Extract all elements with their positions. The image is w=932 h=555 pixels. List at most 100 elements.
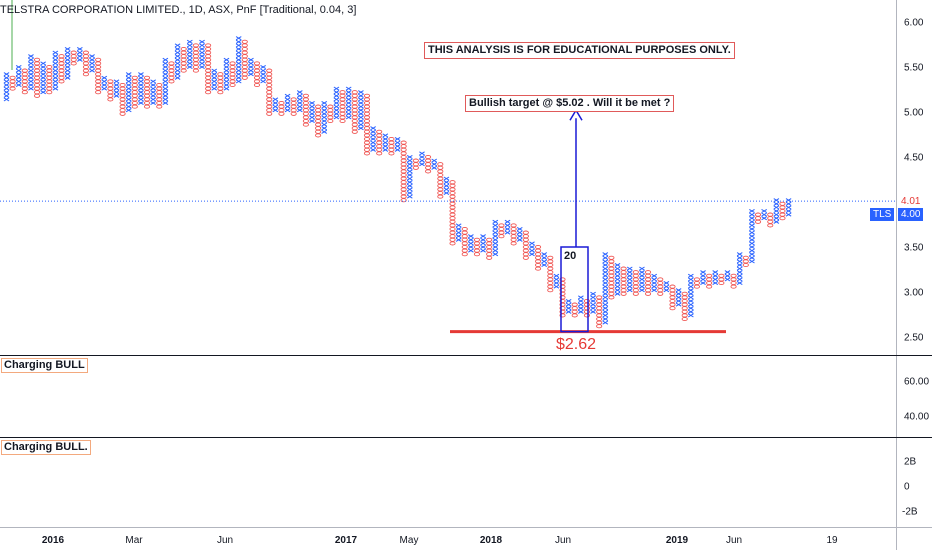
o-box — [535, 252, 542, 257]
o-box — [608, 255, 615, 260]
x-box — [28, 54, 34, 59]
o-box — [107, 79, 114, 84]
disclaimer-note[interactable]: THIS ANALYSIS IS FOR EDUCATIONAL PURPOSE… — [424, 42, 735, 59]
o-box — [351, 93, 358, 98]
o-box — [339, 118, 346, 124]
x-column — [3, 72, 10, 102]
o-box — [339, 90, 346, 95]
x-column — [541, 252, 548, 268]
x-column — [76, 46, 83, 62]
o-box — [400, 194, 407, 199]
o-box — [779, 201, 786, 206]
x-box — [52, 82, 59, 88]
o-box — [767, 223, 774, 228]
o-box — [327, 115, 334, 120]
o-box — [131, 93, 138, 98]
o-box — [645, 280, 652, 286]
o-box — [669, 284, 676, 289]
o-box — [302, 118, 309, 124]
x-box — [64, 50, 71, 55]
o-column — [156, 82, 163, 109]
x-box — [785, 205, 792, 210]
x-box — [52, 50, 59, 55]
o-box — [205, 72, 212, 77]
o-box — [339, 93, 346, 98]
o-box — [669, 295, 676, 300]
o-box — [522, 234, 529, 239]
o-box — [241, 39, 248, 44]
o-box — [253, 61, 261, 66]
o-box — [363, 100, 371, 106]
o-box — [229, 72, 236, 77]
count-box[interactable] — [560, 246, 589, 333]
x-box — [406, 190, 413, 196]
x-box — [480, 237, 486, 242]
o-box — [547, 288, 554, 293]
o-box — [143, 75, 151, 80]
x-box — [138, 90, 144, 95]
o-box — [315, 108, 322, 113]
x-box — [541, 255, 548, 260]
o-box — [241, 61, 248, 66]
o-column — [608, 255, 615, 300]
indicator1-label[interactable]: Charging BULL — [1, 358, 88, 373]
x-box — [712, 270, 719, 275]
o-box — [302, 97, 309, 102]
x-box — [284, 108, 291, 113]
o-box — [266, 93, 273, 98]
o-box — [363, 93, 371, 98]
x-box — [125, 90, 132, 95]
o-box — [498, 230, 505, 235]
x-column — [565, 298, 572, 314]
x-box — [333, 111, 340, 116]
target-note[interactable]: Bullish target @ $5.02 . Will it be met … — [465, 95, 675, 112]
x-box — [626, 270, 633, 275]
x-box — [162, 57, 169, 62]
o-box — [266, 86, 273, 91]
o-box — [388, 151, 395, 156]
o-column — [461, 226, 468, 257]
x-tick-label: Jun — [217, 535, 233, 546]
x-box — [309, 100, 315, 106]
x-column — [492, 219, 499, 257]
o-box — [241, 72, 248, 77]
x-box — [382, 144, 389, 149]
x-box — [712, 277, 719, 282]
o-column — [706, 273, 713, 289]
o-box — [156, 100, 163, 106]
o-box — [681, 291, 688, 296]
x-box — [504, 223, 511, 228]
o-box — [645, 284, 652, 289]
o-box — [449, 223, 456, 228]
x-column — [296, 90, 303, 113]
x-box — [602, 288, 609, 293]
o-box — [779, 205, 786, 210]
o-box — [535, 255, 542, 260]
o-column — [180, 46, 187, 73]
o-box — [510, 234, 517, 239]
o-box — [486, 244, 493, 250]
x-box — [150, 86, 157, 91]
x-box — [150, 82, 157, 88]
o-box — [156, 93, 163, 98]
x-column — [223, 57, 230, 91]
o-box — [351, 100, 358, 106]
x-column — [651, 273, 658, 293]
o-box — [315, 129, 322, 134]
o-box — [400, 190, 407, 196]
o-box — [779, 208, 786, 214]
o-box — [547, 284, 554, 289]
x-box — [529, 244, 535, 250]
o-box — [327, 111, 334, 116]
annotations-layer — [0, 108, 896, 334]
y-tick-label: 3.50 — [904, 243, 924, 254]
x-box — [345, 115, 352, 120]
x-box — [639, 266, 645, 271]
o-box — [363, 133, 371, 138]
x-box — [309, 115, 315, 120]
x-box — [504, 226, 511, 232]
o-box — [449, 219, 456, 224]
indicator2-label[interactable]: Charging BULL. — [1, 440, 91, 455]
